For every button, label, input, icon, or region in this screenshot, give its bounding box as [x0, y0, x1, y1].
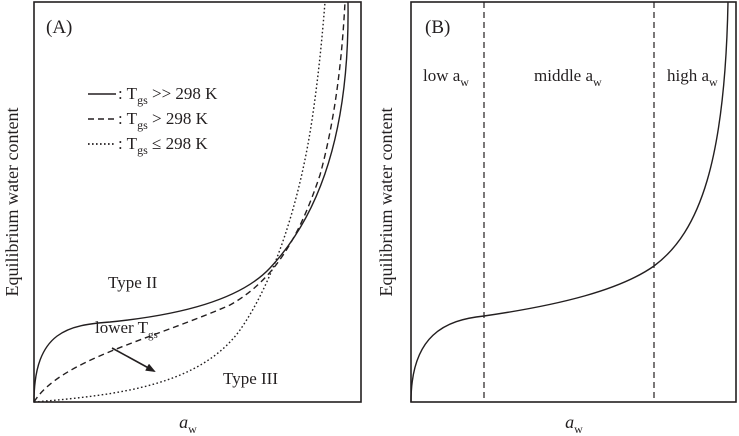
legend-entry-solid: : Tgs >> 298 K	[118, 84, 218, 107]
lower-tgs-arrow	[111, 347, 156, 372]
region-high-label: high aw	[667, 66, 718, 89]
curve-type-ii-solid	[33, 1, 349, 403]
type-iii-label: Type III	[223, 369, 278, 388]
region-middle-label: middle aw	[534, 66, 602, 89]
panel-a: (A) Equilibrium water content aw : Tgs >…	[2, 1, 362, 436]
panel-a-y-axis-label: Equilibrium water content	[2, 108, 22, 297]
region-low-label: low aw	[423, 66, 469, 89]
panel-b-y-axis-label: Equilibrium water content	[376, 108, 396, 297]
panel-a-x-axis-label: aw	[179, 412, 197, 436]
curve-dashed	[33, 1, 346, 403]
legend-entry-dotted: : Tgs ≤ 298 K	[118, 134, 208, 157]
curve-type-iii-dotted	[33, 1, 326, 403]
type-ii-label: Type II	[108, 273, 158, 292]
panel-b-x-axis-label: aw	[565, 412, 583, 436]
panel-a-label: (A)	[46, 17, 72, 38]
curve-isotherm	[410, 1, 729, 403]
panel-b: (B) Equilibrium water content aw low aw …	[376, 1, 737, 436]
legend-entry-dashed: : Tgs > 298 K	[118, 109, 209, 132]
panel-b-frame	[410, 1, 737, 403]
panel-b-label: (B)	[425, 17, 450, 38]
legend: : Tgs >> 298 K : Tgs > 298 K : Tgs ≤ 298…	[88, 84, 218, 157]
lower-tgs-label: lower Tgs	[95, 318, 158, 341]
panel-a-frame	[33, 1, 362, 403]
